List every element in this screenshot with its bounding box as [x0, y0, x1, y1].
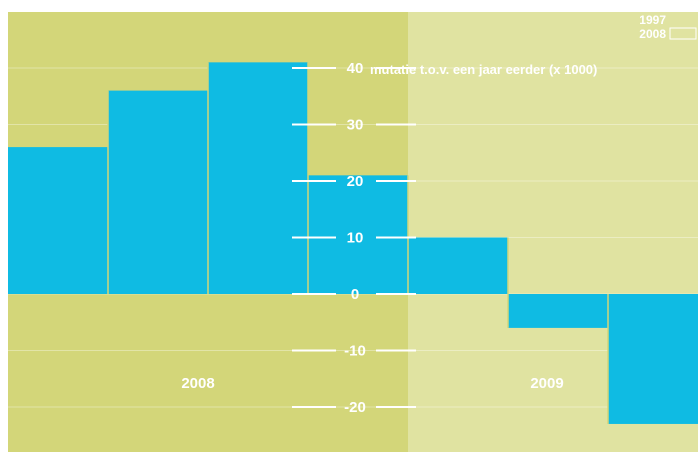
bars	[8, 62, 698, 424]
legend: 1997 2008	[639, 13, 697, 41]
y-tick-label: 20	[347, 173, 364, 190]
legend-label-1997: 1997	[639, 13, 666, 27]
period-label-2009: 2009	[530, 375, 563, 392]
legend-swatch	[669, 27, 697, 40]
y-tick-label: -10	[344, 343, 366, 360]
bar-7	[608, 294, 698, 424]
bar-3	[208, 62, 308, 294]
bar-6	[508, 294, 608, 328]
bar-2	[108, 90, 208, 294]
y-tick-label: -20	[344, 399, 366, 416]
y-tick-label: 30	[347, 117, 364, 134]
period-label-2008: 2008	[181, 375, 214, 392]
bar-4	[308, 175, 408, 294]
y-axis: 40 30 20 10 0 -10 -20	[292, 60, 416, 416]
bar-1	[8, 147, 108, 294]
y-tick-label: 10	[347, 230, 364, 247]
y-tick-label: 40	[347, 60, 364, 77]
period-labels: 2008 2009	[181, 375, 563, 392]
legend-label-2008: 2008	[639, 27, 666, 41]
y-tick-label: 0	[351, 286, 359, 303]
y-axis-title: mutatie t.o.v. een jaar eerder (x 1000)	[370, 62, 597, 77]
bar-5	[408, 237, 508, 294]
